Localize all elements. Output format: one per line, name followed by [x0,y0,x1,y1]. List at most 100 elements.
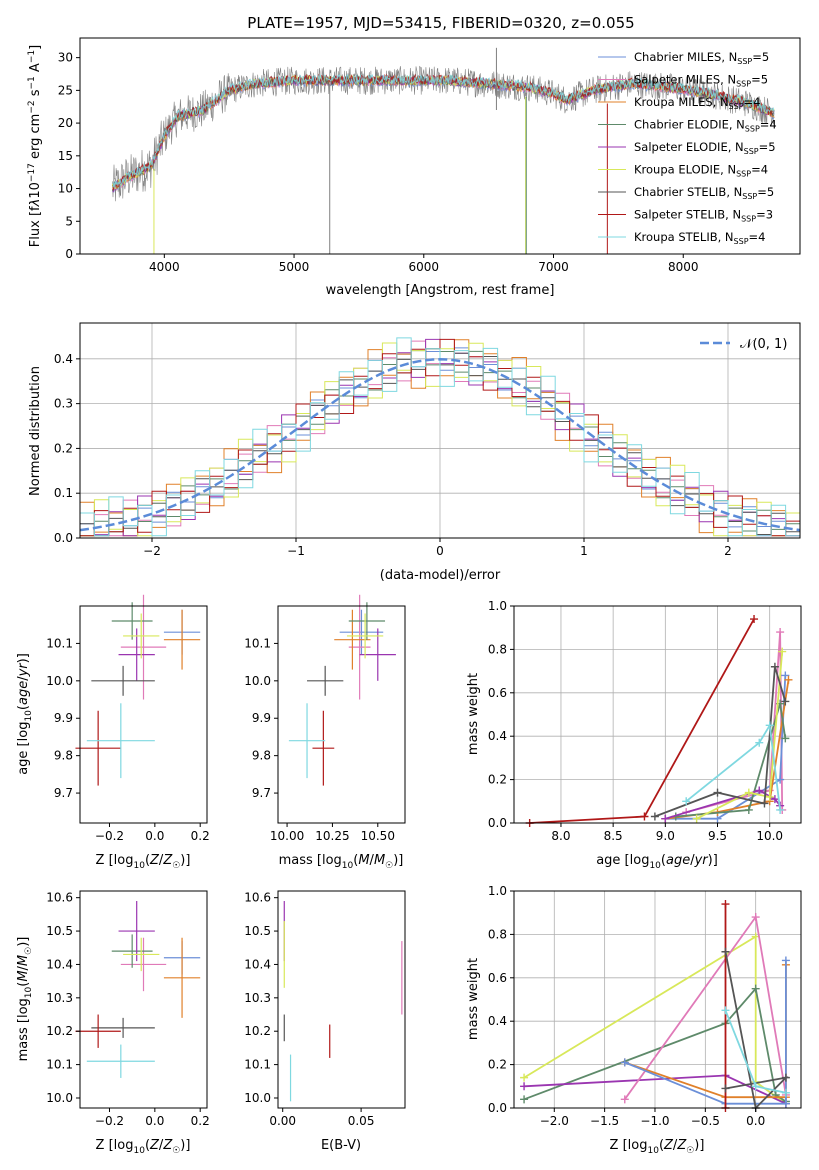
spectrum-ytick-label: 10 [58,182,73,196]
mass-weight-vs-z-axes-frame [513,890,802,1109]
mass-weight-vs-age-point-marker [781,697,790,706]
mass-weight-vs-age-xtick-label: 9.5 [708,829,727,843]
legend-entry-label: 𝒩(0, 1) [740,337,787,352]
mass-weight-vs-z-ylabel: mass weight [466,958,481,1040]
residuals-ytick-label: 0.4 [54,352,73,366]
mass-weight-vs-z-ytick-label: 0.4 [488,1014,507,1028]
mass-weight-vs-z-xtick-label: 0.0 [746,1114,765,1128]
mass-weight-vs-age-point-marker [781,734,790,743]
mass-vs-z-ytick-label: 10.1 [46,1058,73,1072]
mass-weight-vs-age-ytick-label: 0.6 [488,686,507,700]
mass-vs-z-ytick-label: 10.3 [46,991,73,1005]
mass-weight-vs-age-xtick-label: 8.5 [604,829,623,843]
mass-vs-z-xtick-label: 0.0 [145,1114,164,1128]
mass-weight-vs-z-panel: −2.0 −1.5 −1.0 −0.5 0.0 0.0 0.2 0.4 0.6 0.8 1.0 Z … [466,884,802,1156]
mass-weight-vs-age-point-marker [770,795,779,804]
age-vs-z-panel: −0.2 0.0 0.2 9.7 9.8 9.9 10.0 10.1 Z [log10(Z/Z… [16,594,210,871]
mass-weight-vs-z-ytick-label: 0.6 [488,971,507,985]
mass-weight-vs-z-xtick-label: −1.0 [640,1114,669,1128]
legend-entry-label: Kroupa STELIB, NSSP=4 [634,230,765,246]
mass-weight-vs-z-point-marker [721,1084,730,1093]
mass-vs-ebv-xtick-label: 0.00 [269,1114,296,1128]
mass-weight-vs-z-ticks: −2.0 −1.5 −1.0 −0.5 0.0 0.0 0.2 0.4 0.6 0.8 1.0 [488,884,765,1128]
age-vs-mass-axes-frame [277,605,406,824]
age-vs-z-marks [75,594,201,786]
mass-weight-vs-age-marks [525,615,793,827]
legend-entry-label: Salpeter ELODIE, NSSP=5 [634,140,776,156]
residuals-xtick-label: −2 [143,544,161,558]
legend-entry-label: Chabrier ELODIE, NSSP=4 [634,118,777,134]
mass-weight-vs-age-ytick-label: 0.0 [488,816,507,830]
mass-vs-z-xtick-label: −0.2 [95,1114,124,1128]
mass-weight-vs-z-point-marker [751,1082,760,1091]
legend-entry-label: Chabrier MILES, NSSP=5 [634,50,769,66]
mass-weight-vs-age-series-line [685,722,781,811]
age-vs-mass-ytick-label: 10.0 [244,674,271,688]
mass-weight-vs-age-series-line [685,631,784,813]
mass-vs-z-xtick-label: 0.2 [191,1114,210,1128]
spectrum-ytick-label: 15 [58,149,73,163]
residuals-xtick-label: 1 [580,544,588,558]
mass-vs-z-ytick-label: 10.4 [46,957,73,971]
mass-weight-vs-age-point-marker [755,786,764,795]
mass-weight-vs-z-marks [520,900,790,1112]
age-vs-mass-ytick-label: 9.7 [252,786,271,800]
mass-vs-ebv-ytick-label: 10.6 [244,891,271,905]
mass-weight-vs-z-point-marker [721,947,730,956]
mass-weight-vs-age-point-marker [776,628,785,637]
mass-weight-vs-age-point-marker [784,675,793,684]
mass-weight-vs-z-point-marker [520,1095,529,1104]
mass-weight-vs-age-series-line [675,703,787,818]
mass-vs-ebv-panel: 0.00 0.05 10.0 10.1 10.2 10.3 10.4 10.5 10.6 E(B… [244,890,406,1153]
mass-weight-vs-age-point-marker [765,792,774,801]
mass-vs-ebv-ytick-label: 10.5 [244,924,271,938]
mass-weight-vs-z-ytick-label: 0.2 [488,1058,507,1072]
spectrum-axes-frame [79,37,801,255]
mass-weight-vs-z-point-marker [620,1058,629,1067]
mass-vs-z-axes-frame [79,890,208,1109]
age-vs-z-xtick-label: 0.0 [145,829,164,843]
mass-weight-vs-z-point-marker [520,1082,529,1091]
spectrum-xtick-label: 7000 [538,260,569,274]
mass-weight-vs-age-point-marker [713,788,722,797]
spectrum-xtick-label: 4000 [149,260,180,274]
age-vs-z-axes-frame [79,605,208,824]
age-vs-mass-xlabel: mass [log10(M/M☉)] [279,853,404,871]
spectrum-ytick-label: 0 [65,247,73,261]
mass-vs-z-ticks: −0.2 0.0 0.2 10.0 10.1 10.2 10.3 10.4 10.5 10.6 [46,891,209,1128]
spectrum-ytick-label: 5 [65,214,73,228]
mass-vs-ebv-ticks: 0.00 0.05 10.0 10.1 10.2 10.3 10.4 10.5 10.6 [244,891,374,1128]
residuals-xlabel: (data-model)/error [380,568,501,583]
mass-vs-z-panel: −0.2 0.0 0.2 10.0 10.1 10.2 10.3 10.4 10.5 10.6 Z… [16,890,210,1156]
mass-vs-ebv-ytick-label: 10.4 [244,957,271,971]
mass-weight-vs-z-point-marker [751,913,760,922]
mass-weight-vs-age-xlabel: age [log10(age/yr)] [596,853,718,871]
mass-weight-vs-age-ytick-label: 0.2 [488,773,507,787]
mass-weight-vs-age-point-marker [750,615,759,624]
mass-vs-ebv-ytick-label: 10.2 [244,1024,271,1038]
age-vs-z-xtick-label: −0.2 [95,829,124,843]
mass-weight-vs-age-ticks: 8.0 8.5 9.0 9.5 10.0 0.0 0.2 0.4 0.6 0.8 1.0 [488,599,783,843]
mass-weight-vs-age-point-marker [765,721,774,730]
mass-vs-z-ytick-label: 10.2 [46,1024,73,1038]
legend-entry-label: Chabrier STELIB, NSSP=5 [634,185,774,201]
mass-weight-vs-z-point-marker [781,1088,790,1097]
normal-distribution-curve [79,358,801,532]
residuals-xtick-label: 2 [724,544,732,558]
mass-weight-vs-age-xtick-label: 10.0 [756,829,783,843]
age-vs-mass-ticks: 10.00 10.25 10.50 9.7 9.8 9.9 10.0 10.1 [244,636,395,843]
mass-weight-vs-age-point-marker [770,662,779,671]
spectrum-ylabel: Flux [fλ10−17 erg cm−2 s−1 A−1] [27,45,43,247]
figure-title: PLATE=1957, MJD=53415, FIBERID=0320, z=0… [247,14,634,32]
mass-vs-z-ytick-label: 10.6 [46,891,73,905]
mass-weight-vs-age-point-marker [640,812,649,821]
spectrum-panel: 4000 5000 6000 7000 8000 0 5 10 15 20 25 30 Chabrie… [27,37,801,298]
spectrum-xtick-label: 5000 [279,260,310,274]
mass-weight-vs-age-ylabel: mass weight [466,673,481,755]
mass-weight-vs-z-point-marker [520,1073,529,1082]
age-vs-z-xtick-label: 0.2 [191,829,210,843]
age-vs-mass-panel: 10.00 10.25 10.50 9.7 9.8 9.9 10.0 10.1 mass [l… [244,594,406,871]
mass-vs-ebv-xlabel: E(B-V) [321,1138,361,1153]
mass-weight-vs-age-ytick-label: 0.4 [488,729,507,743]
